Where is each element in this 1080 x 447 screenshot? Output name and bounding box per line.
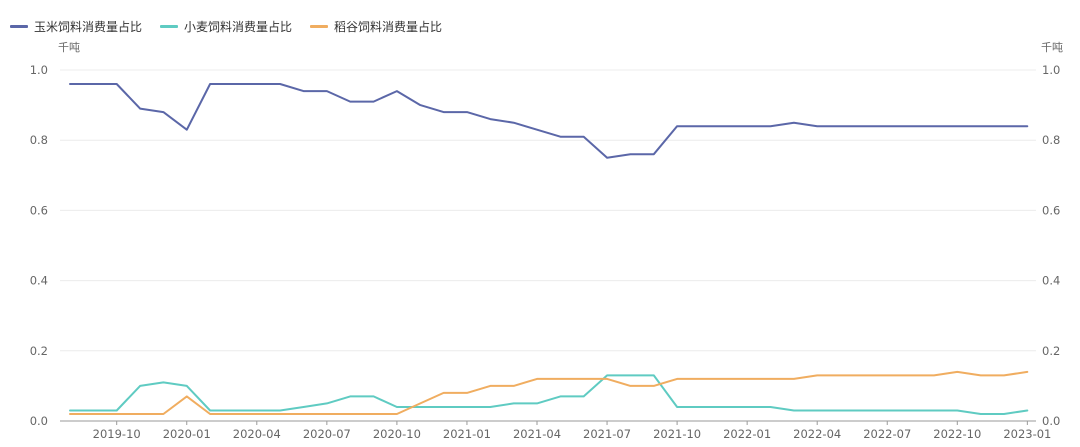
x-tick-label: 2022-07: [863, 427, 911, 441]
y-tick-label-right: 0.6: [1042, 203, 1060, 217]
x-tick-label: 2022-10: [933, 427, 981, 441]
x-tick-label: 2020-04: [233, 427, 281, 441]
y-tick-label-left: 0.4: [30, 274, 48, 288]
y-tick-label-left: 0.0: [30, 414, 48, 428]
x-tick-label: 2020-01: [163, 427, 211, 441]
y-tick-label-right: 0.0: [1042, 414, 1060, 428]
series-line-corn: [69, 83, 1029, 159]
legend-swatch-wheat: [160, 25, 179, 28]
x-tick-label: 2021-01: [443, 427, 491, 441]
left-axis-unit: 千吨: [58, 41, 80, 54]
x-tick-label: 2021-07: [583, 427, 631, 441]
legend-item-corn[interactable]: 玉米饲料消费量占比: [10, 18, 142, 35]
x-tick-label: 2023-01: [1003, 427, 1051, 441]
x-tick-label: 2021-10: [653, 427, 701, 441]
y-tick-label-left: 0.8: [30, 133, 48, 147]
legend-swatch-rice: [310, 25, 329, 28]
legend-label-corn: 玉米饲料消费量占比: [34, 20, 143, 34]
x-tick-label: 2019-10: [93, 427, 141, 441]
y-tick-label-right: 0.2: [1042, 344, 1060, 358]
x-tick-label: 2020-10: [373, 427, 421, 441]
x-tick-label: 2020-07: [303, 427, 351, 441]
y-tick-label-right: 0.8: [1042, 133, 1060, 147]
y-tick-label-left: 1.0: [30, 63, 48, 77]
y-tick-label-right: 0.4: [1042, 274, 1060, 288]
y-tick-label-left: 0.2: [30, 344, 48, 358]
series-line-rice: [69, 370, 1029, 415]
series-line-wheat: [69, 374, 1029, 415]
right-axis-unit: 千吨: [1041, 41, 1063, 54]
x-tick-label: 2022-01: [723, 427, 771, 441]
x-tick-label: 2021-04: [513, 427, 561, 441]
legend-label-wheat: 小麦饲料消费量占比: [184, 20, 293, 34]
x-tick-label: 2022-04: [793, 427, 841, 441]
legend-swatch-corn: [10, 25, 28, 28]
y-tick-label-right: 1.0: [1042, 63, 1060, 77]
legend-item-rice[interactable]: 稻谷饲料消费量占比: [310, 18, 442, 35]
y-tick-label-left: 0.6: [30, 203, 48, 217]
legend-label-rice: 稻谷饲料消费量占比: [334, 20, 443, 34]
chart-legend: 玉米饲料消费量占比 小麦饲料消费量占比 稻谷饲料消费量占比: [10, 18, 442, 35]
legend-item-wheat[interactable]: 小麦饲料消费量占比: [160, 18, 292, 35]
